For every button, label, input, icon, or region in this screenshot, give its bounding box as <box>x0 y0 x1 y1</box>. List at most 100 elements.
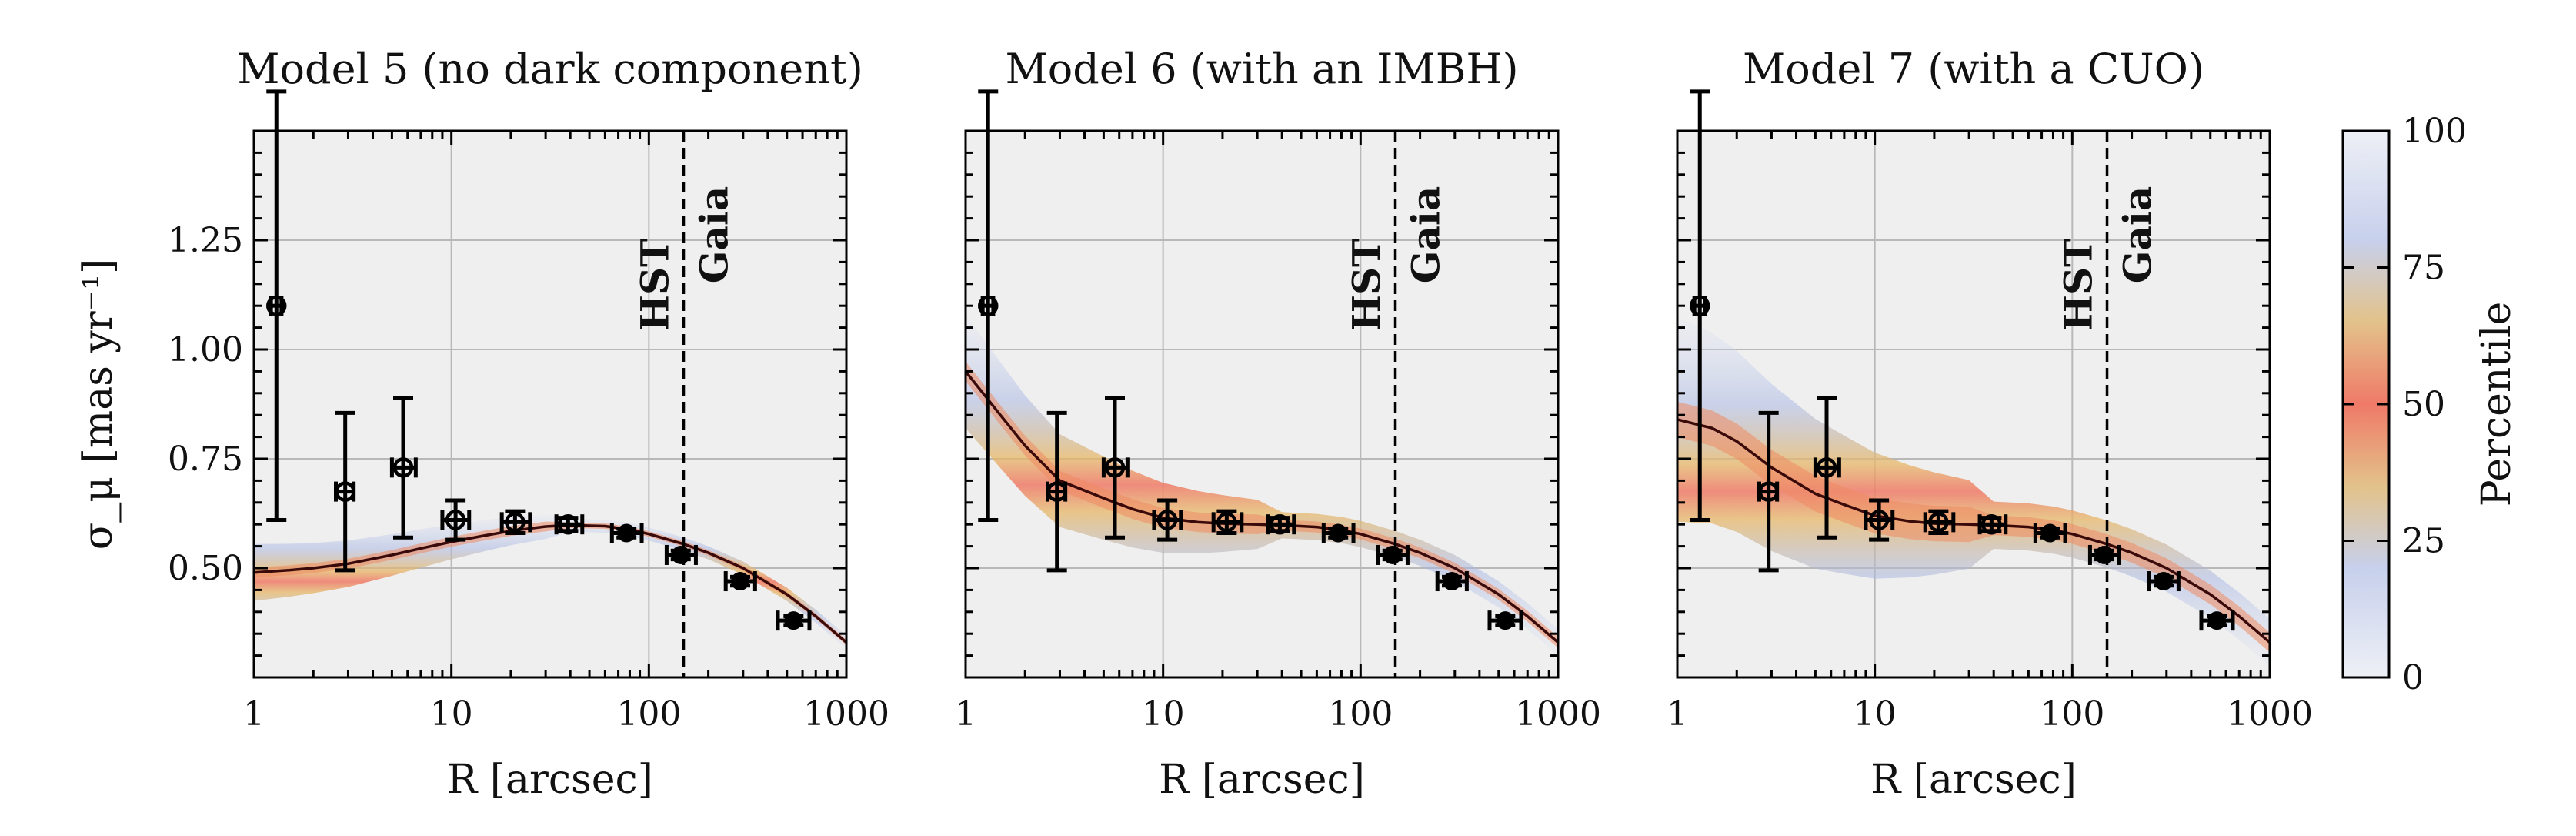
hst-data-point <box>499 509 532 536</box>
hst-data-point <box>334 410 356 573</box>
tick-marks <box>964 129 1560 679</box>
hst-data-point <box>1757 410 1780 573</box>
x-tick-label: 1 <box>955 694 976 734</box>
hst-label: HST <box>1344 239 1390 332</box>
marker-open <box>1928 512 1949 533</box>
gaia-label: Gaia <box>2115 186 2161 284</box>
hst-data-point <box>1266 513 1296 535</box>
x-tick-label: 1 <box>1667 694 1688 734</box>
plot-area <box>966 131 1558 677</box>
axes-frame <box>252 129 848 679</box>
marker-open <box>1156 510 1178 530</box>
hst-gaia-boundary: HST Gaia <box>1344 131 1449 677</box>
hst-data-point <box>554 513 585 535</box>
hst-data-point <box>977 89 999 523</box>
y-tick-labels: 0.50 0.75 1.00 1.25 <box>168 221 243 588</box>
marker-filled <box>731 572 750 591</box>
tick-marks <box>252 129 848 679</box>
marker-open <box>265 295 287 316</box>
colorbar-tick-label: 50 <box>2402 385 2445 424</box>
marker-filled <box>1383 545 1402 564</box>
x-tick-label: 10 <box>1854 694 1897 734</box>
hst-data-point <box>1689 89 1710 523</box>
marker-open <box>505 512 526 533</box>
gaia-data-point <box>1376 544 1410 565</box>
x-axis-label: R [arcsec] <box>1870 757 2077 803</box>
marker-open <box>1816 457 1837 478</box>
gaia-data-point <box>2199 610 2235 631</box>
gaia-data-point <box>776 610 812 631</box>
percentile-colorbar: 0 25 50 75 100 Percentile <box>2341 112 2520 697</box>
marker-filled <box>617 523 636 543</box>
colorbar-label: Percentile <box>2474 302 2520 507</box>
model-band <box>1677 316 2270 667</box>
gaia-label: Gaia <box>1403 186 1449 284</box>
panel-title: Model 7 (with a CUO) <box>1743 45 2204 93</box>
percentile-band-core <box>1677 401 2270 653</box>
x-tick-label: 1000 <box>2227 694 2313 734</box>
y-tick-label: 1.00 <box>168 330 243 370</box>
x-axis-label: R [arcsec] <box>1159 757 1365 803</box>
y-tick-label: 0.75 <box>168 440 243 479</box>
hst-data-point <box>1977 513 2008 535</box>
data-points <box>977 89 1523 631</box>
hst-data-point <box>389 395 418 540</box>
model-band <box>966 314 1558 656</box>
hst-data-point <box>1152 498 1183 542</box>
hst-data-point <box>1813 395 1841 540</box>
x-tick-label: 10 <box>430 694 473 734</box>
gaia-data-point <box>1321 523 1356 543</box>
y-tick-label: 1.25 <box>168 221 243 260</box>
x-tick-label: 100 <box>2040 694 2104 734</box>
hst-gaia-boundary: HST Gaia <box>2056 131 2161 677</box>
marker-open <box>558 513 579 535</box>
hst-data-point <box>440 498 472 542</box>
y-tick-label: 0.50 <box>168 549 243 588</box>
marker-filled <box>2094 545 2114 564</box>
colorbar-tick-label: 100 <box>2402 112 2467 151</box>
gaia-data-point <box>1435 571 1469 592</box>
x-tick-label: 1000 <box>803 694 889 734</box>
marker-open <box>1104 457 1126 478</box>
x-tick-label: 1000 <box>1515 694 1601 734</box>
x-tick-labels: 1 10 100 1000 <box>243 694 889 734</box>
x-axis-label: R [arcsec] <box>447 757 653 803</box>
marker-filled <box>2207 611 2227 630</box>
marker-filled <box>1496 611 1515 630</box>
x-tick-labels: 1 10 100 1000 <box>1667 694 2313 734</box>
gaia-data-point <box>2087 544 2121 565</box>
hst-data-point <box>265 89 287 523</box>
hst-data-point <box>1923 509 1956 536</box>
marker-filled <box>671 545 690 564</box>
hst-data-point <box>1101 395 1130 540</box>
hst-data-point <box>1864 498 1895 542</box>
colorbar-tick-label: 75 <box>2402 249 2445 288</box>
gaia-data-point <box>664 544 698 565</box>
marker-open <box>1046 481 1067 502</box>
hst-data-point <box>1046 410 1068 573</box>
gaia-data-point <box>1487 610 1523 631</box>
marker-open <box>445 510 466 530</box>
x-tick-label: 100 <box>1328 694 1393 734</box>
panel-title: Model 5 (no dark component) <box>237 45 863 93</box>
data-points <box>265 89 812 631</box>
marker-open <box>977 295 999 316</box>
colorbar-ticks: 0 25 50 75 100 <box>2343 112 2467 697</box>
hst-gaia-boundary: HST Gaia <box>632 131 737 677</box>
x-tick-label: 100 <box>616 694 681 734</box>
hst-label: HST <box>632 239 678 332</box>
marker-filled <box>1329 523 1348 543</box>
data-points <box>1689 89 2235 631</box>
marker-open <box>1981 513 2002 535</box>
marker-filled <box>2154 572 2174 591</box>
hst-label: HST <box>2056 239 2101 332</box>
gaia-data-point <box>2033 523 2067 543</box>
marker-open <box>1758 481 1779 502</box>
marker-filled <box>2040 523 2060 543</box>
percentile-band <box>1677 316 2270 667</box>
plot-area <box>254 131 846 677</box>
marker-open <box>1868 510 1890 530</box>
gaia-data-point <box>723 571 757 592</box>
gaia-data-point <box>2147 571 2181 592</box>
